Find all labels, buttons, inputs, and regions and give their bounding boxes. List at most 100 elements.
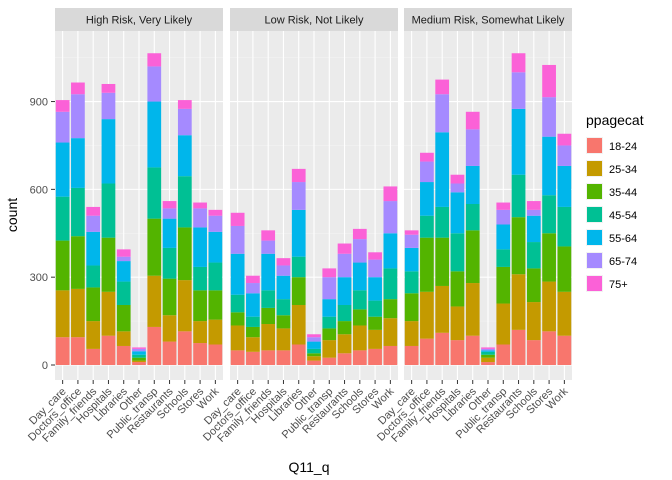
- bar-segment-65-74: [368, 259, 382, 278]
- bar-segment-45-54: [368, 300, 382, 317]
- bar-segment-65-74: [481, 348, 495, 351]
- facet-title: Low Risk, Not Likely: [264, 15, 364, 27]
- bar-segment-35-44: [496, 266, 511, 304]
- bar-segment-35-44: [193, 290, 207, 322]
- facet-title: High Risk, Very Likely: [86, 15, 193, 27]
- bar-segment-55-64: [86, 231, 101, 266]
- bar-segment-35-44: [276, 315, 291, 329]
- bar-segment-25-34: [177, 280, 192, 332]
- bar-segment-45-54: [542, 195, 556, 234]
- bar-segment-25-34: [55, 290, 70, 338]
- y-axis-title: count: [4, 198, 20, 232]
- bar-segment-65-74: [261, 240, 276, 254]
- bar-segment-25-34: [383, 318, 398, 346]
- chart-panels: High Risk, Very LikelyDay_careDoctors_of…: [26, 8, 572, 445]
- bar-segment-55-64: [435, 132, 450, 207]
- bar-segment-75+: [86, 206, 101, 216]
- bar-segment-35-44: [116, 304, 131, 332]
- bar-segment-55-64: [496, 224, 511, 250]
- bar-segment-65-74: [177, 108, 192, 136]
- bar-segment-45-54: [208, 262, 223, 291]
- legend-swatch: [587, 207, 602, 222]
- bar-segment-18-24: [322, 357, 337, 365]
- bar-segment-55-64: [420, 182, 434, 216]
- bar-segment-55-64: [307, 341, 321, 349]
- bar-segment-45-54: [147, 167, 162, 219]
- bar-segment-65-74: [557, 145, 572, 166]
- bar-segment-25-34: [162, 315, 177, 342]
- legend-swatch: [587, 253, 602, 268]
- bar-segment-25-34: [276, 328, 291, 351]
- bar-segment-75+: [368, 252, 382, 260]
- bar-segment-35-44: [230, 312, 245, 326]
- bar-segment-18-24: [71, 337, 85, 365]
- bar-segment-65-74: [526, 209, 541, 216]
- bar-segment-25-34: [246, 337, 260, 352]
- bar-segment-65-74: [101, 92, 116, 120]
- bar-segment-55-64: [481, 350, 495, 352]
- bar-segment-75+: [526, 201, 541, 210]
- bar-segment-18-24: [116, 345, 131, 365]
- bar-segment-55-64: [132, 351, 146, 355]
- legend-swatch: [587, 161, 602, 176]
- bar-segment-45-54: [337, 304, 352, 322]
- bar-segment-75+: [481, 347, 495, 349]
- bar-segment-45-54: [162, 247, 177, 279]
- bar-segment-18-24: [420, 338, 434, 365]
- bar-segment-25-34: [435, 285, 450, 333]
- bar-segment-45-54: [383, 268, 398, 300]
- bar-segment-25-34: [450, 306, 465, 341]
- bar-segment-18-24: [404, 345, 419, 365]
- bar-segment-35-44: [208, 290, 223, 320]
- bar-segment-35-44: [511, 217, 526, 275]
- bar-segment-75+: [557, 133, 572, 146]
- legend-item: 35-44: [586, 183, 637, 200]
- bar-segment-45-54: [86, 265, 101, 288]
- bar-segment-55-64: [276, 275, 291, 300]
- bar-segment-65-74: [246, 283, 260, 294]
- legend-swatch: [587, 138, 602, 153]
- bar-segment-18-24: [337, 353, 352, 365]
- legend: ppagecat 18-24 25-34 35-44 45-54 55-64 65-74 7…: [586, 112, 644, 292]
- bar-segment-55-64: [246, 293, 260, 317]
- bar-segment-35-44: [162, 278, 177, 316]
- bar-segment-65-74: [307, 337, 321, 342]
- bar-segment-75+: [116, 249, 131, 257]
- legend-item: 45-54: [586, 206, 637, 223]
- bar-segment-35-44: [526, 268, 541, 303]
- bar-segment-55-64: [557, 165, 572, 207]
- bar-segment-75+: [465, 111, 480, 130]
- legend-label: 45-54: [609, 210, 637, 222]
- bar-segment-65-74: [208, 215, 223, 232]
- y-tick-label: 600: [30, 184, 48, 196]
- bar-segment-65-74: [55, 111, 70, 143]
- bar-segment-35-44: [420, 237, 434, 292]
- bar-segment-55-64: [542, 136, 556, 196]
- bar-segment-25-34: [511, 274, 526, 330]
- bar-segment-65-74: [435, 94, 450, 133]
- bar-segment-35-44: [101, 237, 116, 292]
- bar-segment-45-54: [193, 266, 207, 291]
- bar-segment-35-44: [337, 321, 352, 335]
- bar-segment-75+: [162, 201, 177, 209]
- bar-segment-65-74: [496, 209, 511, 225]
- bar-segment-55-64: [322, 299, 337, 317]
- y-tick-label: 300: [30, 272, 48, 284]
- bar-segment-18-24: [208, 344, 223, 365]
- bar-segment-65-74: [337, 253, 352, 278]
- legend-title: ppagecat: [586, 112, 644, 128]
- bar-segment-35-44: [246, 326, 260, 338]
- bar-segment-65-74: [276, 265, 291, 276]
- bar-segment-45-54: [465, 204, 480, 231]
- bar-segment-45-54: [246, 316, 260, 327]
- bar-segment-75+: [307, 334, 321, 338]
- bar-segment-25-34: [208, 319, 223, 345]
- legend-label: 18-24: [609, 141, 637, 153]
- bar-segment-25-34: [368, 329, 382, 349]
- bar-segment-25-34: [86, 321, 101, 349]
- bar-segment-18-24: [101, 335, 116, 365]
- bar-segment-35-44: [322, 328, 337, 341]
- legend-label: 75+: [609, 279, 628, 291]
- bar-segment-75+: [147, 53, 162, 67]
